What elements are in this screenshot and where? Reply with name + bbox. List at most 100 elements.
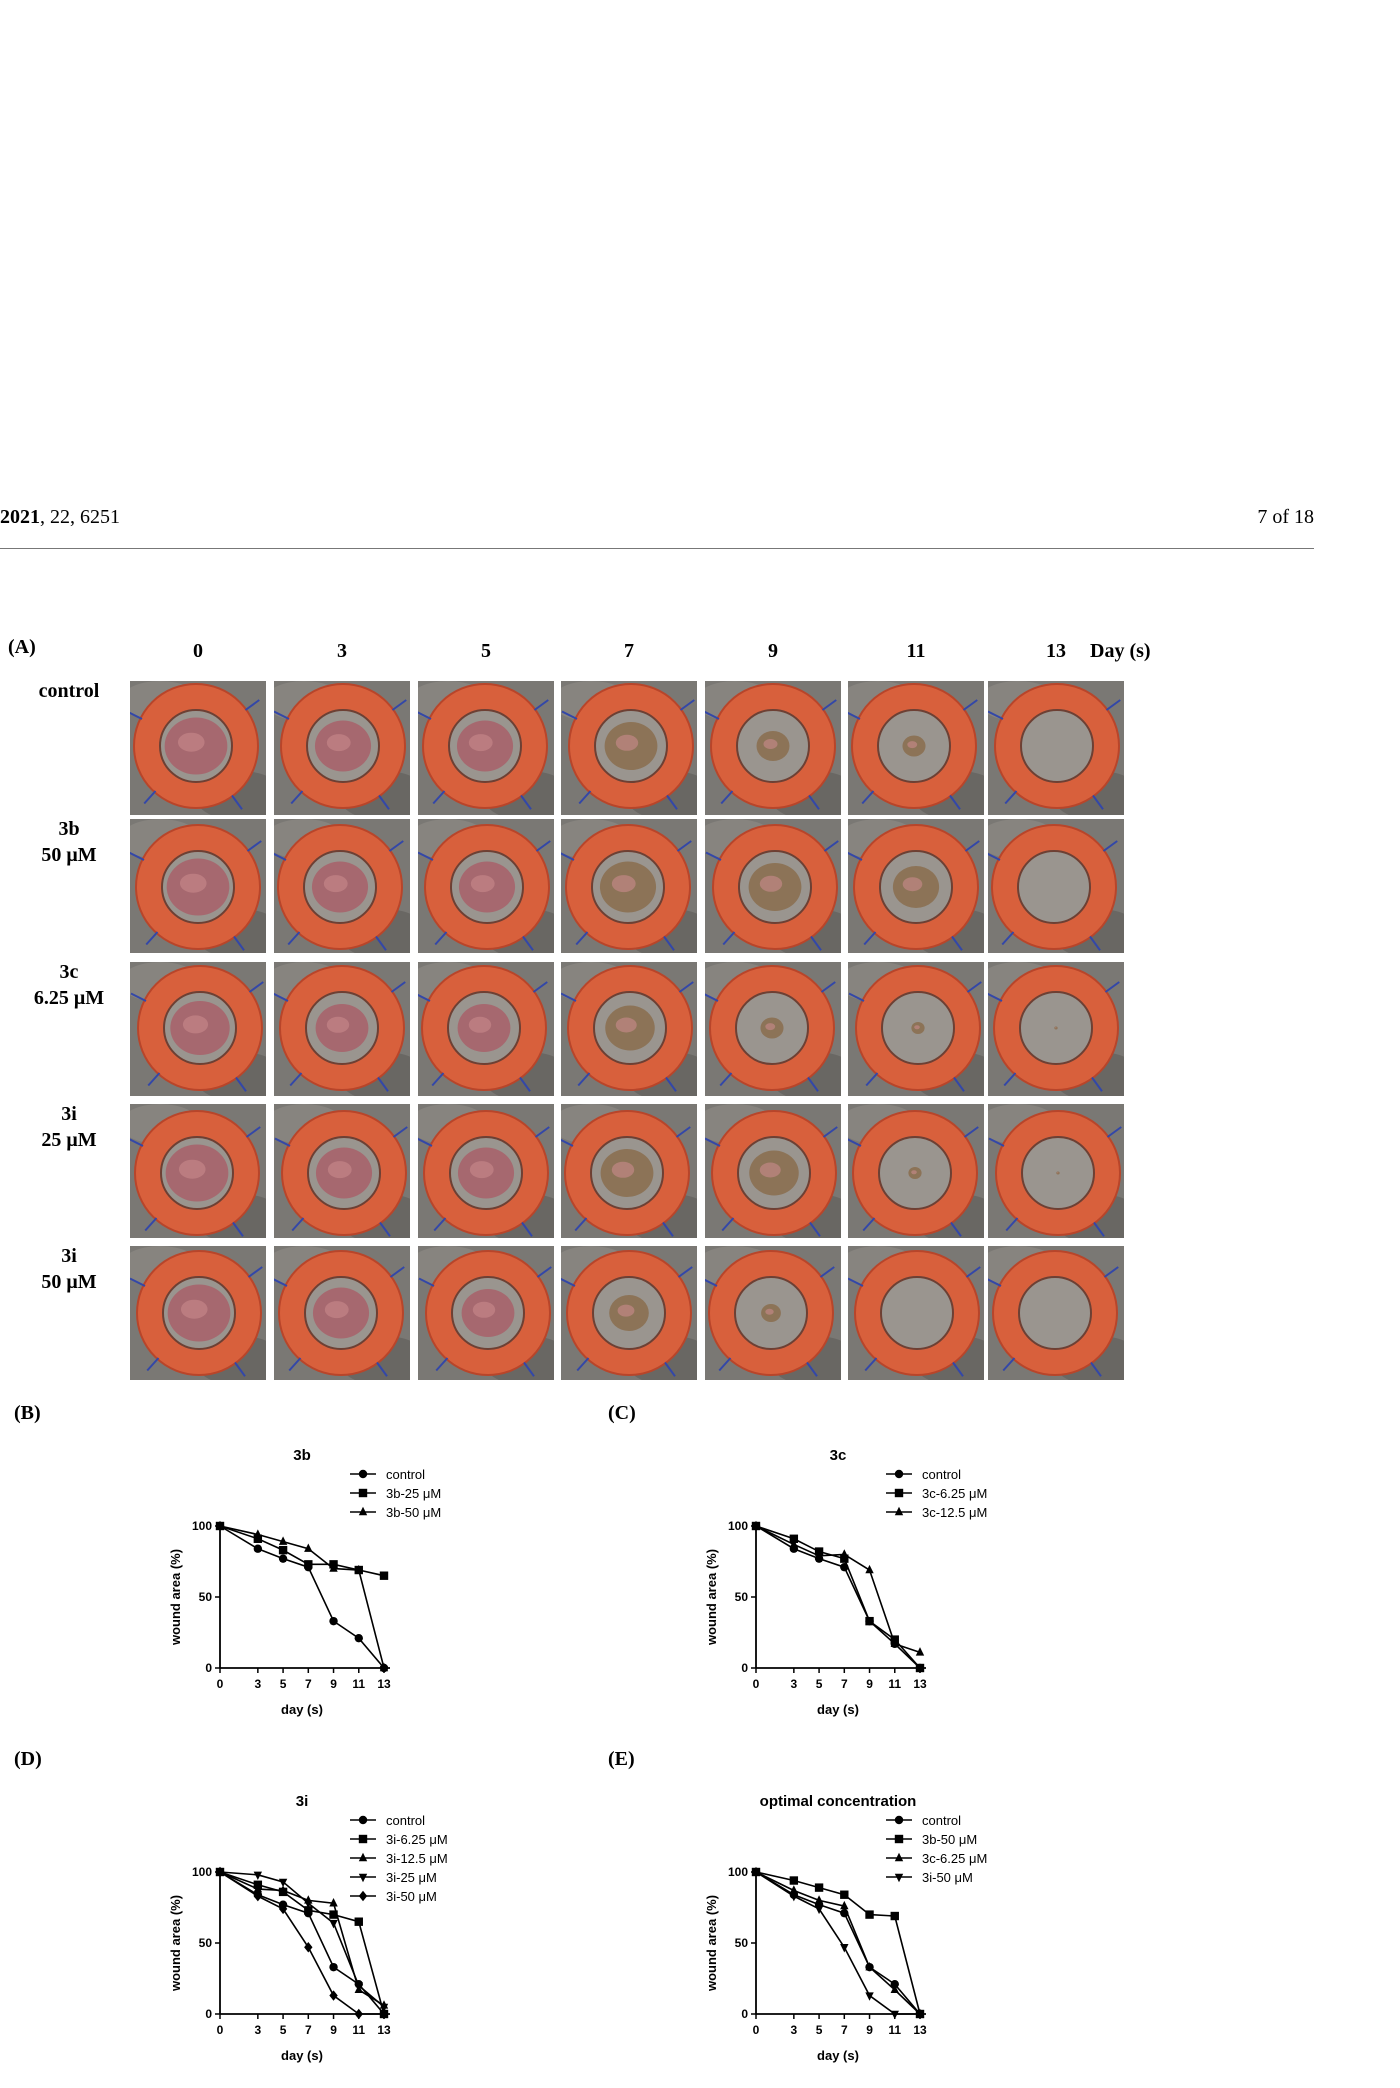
suture (288, 1357, 302, 1372)
data-point (329, 1563, 338, 1572)
data-point (840, 1554, 849, 1563)
suture (1001, 931, 1015, 946)
data-point (354, 1633, 363, 1643)
suture (679, 699, 695, 711)
suture (388, 840, 404, 852)
data-point (253, 1534, 263, 1543)
wound-highlight (914, 1025, 920, 1030)
legend-marker (894, 1488, 904, 1498)
legend-label: control (386, 1813, 425, 1828)
day-label: 0 (193, 640, 203, 662)
suture (951, 935, 963, 951)
legend-label: 3i-50 μM (386, 1889, 437, 1904)
citation: 2021, 22, 6251 (0, 506, 120, 529)
suture (965, 1266, 981, 1278)
suture (274, 710, 290, 720)
suture (392, 1126, 408, 1138)
suture (532, 981, 548, 993)
suture (147, 1072, 161, 1087)
suture (143, 790, 157, 805)
suture (130, 992, 147, 1002)
data-point (865, 1961, 874, 1971)
wound-photo (848, 681, 984, 815)
suture (146, 1357, 160, 1372)
wound-photo-drawing (130, 681, 266, 815)
wound-highlight (765, 1308, 774, 1315)
wound-photo (418, 819, 554, 953)
ring-inner-edge (738, 850, 812, 924)
ring-inner-edge (878, 1136, 952, 1210)
wound-highlight (765, 1023, 776, 1031)
suture (705, 1278, 718, 1287)
suture (705, 1137, 721, 1147)
chart-title: 3b (293, 1447, 311, 1464)
page-number: 7 of 18 (1257, 506, 1314, 528)
data-point (304, 1900, 313, 1909)
wound-photo-drawing (848, 819, 984, 953)
splint-ring-edge (991, 824, 1117, 950)
wound-photo (130, 819, 266, 953)
suture (1104, 981, 1120, 993)
suture (988, 852, 1001, 861)
data-point (789, 1876, 799, 1885)
splint-ring-edge (133, 683, 259, 809)
suture (435, 1357, 449, 1372)
suture (287, 931, 301, 946)
wound-photo-drawing (418, 819, 554, 953)
suture (1105, 699, 1121, 711)
suture (1091, 1076, 1103, 1092)
ring-inner-edge (304, 1276, 378, 1350)
suture (389, 1266, 405, 1278)
data-point (789, 1892, 799, 1902)
data-point (304, 1543, 313, 1552)
wound-highlight (468, 1016, 492, 1033)
suture (1106, 1126, 1122, 1138)
wound-highlight (617, 1304, 635, 1317)
ring-inner-edge (162, 1276, 236, 1350)
x-axis-label: day (s) (817, 1702, 859, 1717)
chart-3i: 3i 0 50 100 0 3 5 7 9 11 13 day (s) wound area (%) co… (130, 1788, 580, 2088)
suture (953, 1076, 965, 1092)
splint-ring-edge (853, 824, 979, 950)
suture (433, 1217, 447, 1232)
suture (561, 852, 575, 861)
suture (705, 993, 719, 1002)
x-tick-label: 5 (816, 1677, 823, 1691)
suture (233, 935, 245, 951)
wound-photo-drawing (561, 1246, 697, 1380)
data-point (304, 1942, 313, 1953)
suture (821, 699, 837, 711)
x-tick-label: 9 (866, 1677, 873, 1691)
suture (988, 1278, 1002, 1287)
ring-inner-edge (448, 709, 522, 783)
data-point (278, 1885, 288, 1894)
wound-photo-drawing (274, 1246, 410, 1380)
row-label: control (14, 678, 124, 704)
wound-photo (561, 1246, 697, 1380)
wound-highlight (472, 1301, 496, 1318)
legend-label: 3c-12.5 μM (922, 1505, 987, 1520)
legend-label: control (922, 1467, 961, 1482)
suture (561, 992, 577, 1002)
suture (966, 981, 982, 993)
splint-ring-edge (851, 683, 977, 809)
splint-ring-edge (137, 965, 263, 1091)
splint-ring-edge (568, 683, 694, 809)
data-point (915, 2010, 925, 2020)
splint-ring-edge (564, 1110, 690, 1236)
data-point (329, 1990, 338, 2001)
suture (664, 1361, 676, 1377)
row-label-treatment: 3i (61, 1245, 77, 1267)
data-point (253, 1890, 263, 1902)
suture (988, 710, 1004, 720)
splint-ring-edge (709, 965, 835, 1091)
wound-photo (848, 819, 984, 953)
wound-highlight (907, 741, 918, 749)
data-point (354, 1982, 363, 1991)
wound-highlight (323, 875, 348, 893)
data-point (865, 1910, 874, 1919)
splint-ring-edge (711, 1110, 837, 1236)
data-point (329, 1898, 338, 1907)
splint-ring-edge (566, 1250, 692, 1376)
legend-label: 3i-50 μM (922, 1870, 973, 1885)
